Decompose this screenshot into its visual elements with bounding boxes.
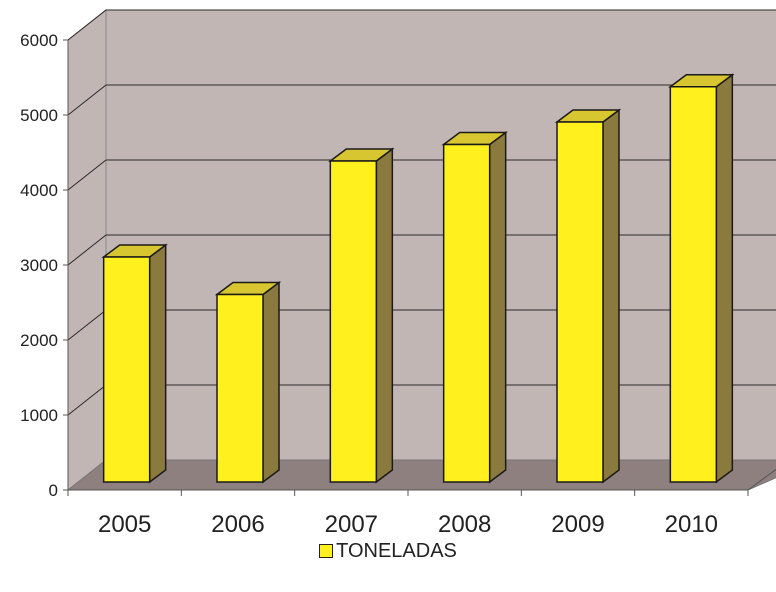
bar [328, 147, 395, 484]
y-tick-label: 5000 [20, 106, 58, 125]
bar-side [375, 147, 394, 484]
y-tick-label: 2000 [20, 331, 58, 350]
bar-front [556, 121, 604, 483]
bar-side [488, 131, 507, 484]
legend: TONELADAS [0, 540, 776, 563]
x-tick-label: 2006 [211, 511, 264, 538]
legend-label: TONELADAS [336, 540, 457, 562]
y-tick-label: 0 [49, 481, 58, 500]
legend-swatch [319, 544, 334, 558]
x-tick-label: 2008 [438, 511, 491, 538]
bar-side [262, 281, 280, 484]
x-tick-label: 2010 [665, 511, 718, 538]
bar [668, 73, 735, 484]
bar-front [442, 143, 491, 483]
y-tick-label: 3000 [20, 256, 58, 275]
bar [214, 281, 282, 484]
bar-front [329, 160, 378, 483]
gridline [67, 84, 776, 116]
gridline [67, 9, 776, 41]
x-tick-label: 2005 [98, 511, 151, 538]
bar-side [148, 243, 167, 484]
bar [101, 243, 168, 484]
x-tick-label: 2009 [551, 511, 604, 538]
bar [554, 108, 622, 484]
bar-front [102, 256, 151, 483]
y-axis: 0 1000 2000 3000 4000 5000 6000 [20, 31, 69, 500]
y-tick-label: 6000 [20, 31, 58, 50]
bar [441, 131, 508, 484]
y-tick-label: 4000 [20, 181, 58, 200]
x-axis-depth-line [747, 468, 776, 491]
x-tick-label: 2007 [325, 511, 378, 538]
bar-front [669, 86, 718, 483]
bar-side [602, 108, 620, 484]
bar-side [715, 73, 734, 484]
y-tick-label: 1000 [20, 406, 58, 425]
bar-front [216, 293, 264, 483]
x-axis: 2005 2006 2007 2008 2009 2010 [67, 468, 776, 538]
bars [101, 73, 735, 484]
